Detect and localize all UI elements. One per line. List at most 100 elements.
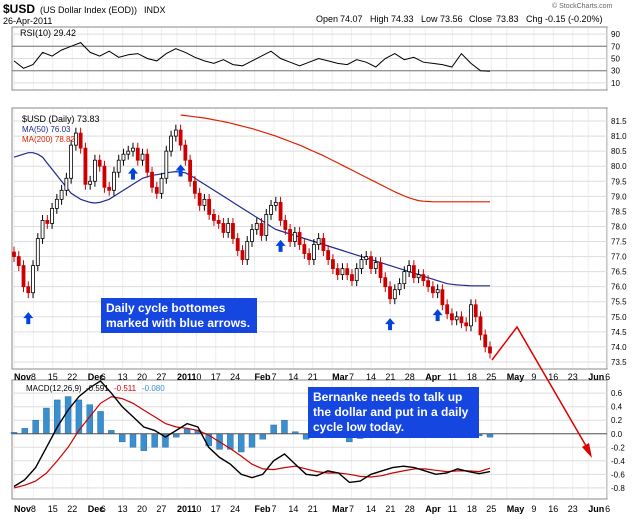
candle-body xyxy=(454,316,459,321)
candle-body xyxy=(359,259,364,270)
x-tick-label-bottom: 20 xyxy=(137,504,147,514)
macd-histogram-bar xyxy=(54,399,61,434)
macd-histogram-bar xyxy=(64,396,72,434)
x-tick-label: 7 xyxy=(349,372,354,382)
x-tick-label: 27 xyxy=(156,372,166,382)
macd-histogram-bar xyxy=(248,433,256,448)
projection-path xyxy=(491,325,590,452)
ohlc-chg-value: -0.15 (-0.20%) xyxy=(545,14,603,24)
cycle-low-arrow-icon xyxy=(175,164,186,177)
x-tick-label-bottom: 10 xyxy=(191,504,201,514)
price-tick-label: 81.0 xyxy=(611,132,627,141)
x-tick-label-bottom: 7 xyxy=(349,504,354,514)
price-tick-label: 79.0 xyxy=(611,192,627,201)
candle-body xyxy=(197,192,202,206)
macd-histogram-bar xyxy=(151,433,158,448)
x-tick-label: 13 xyxy=(118,372,128,382)
x-tick-label-bottom: 16 xyxy=(548,504,558,514)
macd-tick-label: 0.0 xyxy=(611,430,623,439)
ohlc-low-value: 73.56 xyxy=(440,14,463,24)
x-tick-label-bottom: 13 xyxy=(118,504,128,514)
rsi-tick-label: 70 xyxy=(611,42,620,51)
chart-date: 26-Apr-2011 xyxy=(3,16,52,26)
rsi-tick-label: 30 xyxy=(611,67,620,76)
x-tick-label-bottom: Feb xyxy=(255,504,272,514)
candle-body xyxy=(97,159,102,167)
copyright: © StockCharts.com xyxy=(552,2,613,10)
candle-body xyxy=(483,334,488,348)
annotation-cycle-bottoms: Daily cycle bottomes marked with blue ar… xyxy=(101,298,257,333)
x-tick-label-bottom: May xyxy=(507,504,525,514)
price-tick-label: 74.5 xyxy=(611,328,627,337)
x-tick-label-bottom: 24 xyxy=(230,504,240,514)
macd-histogram-bar xyxy=(129,433,137,448)
cycle-low-arrow-icon xyxy=(385,318,396,331)
candle-body xyxy=(12,251,16,257)
candle-body xyxy=(421,274,426,282)
candle-body xyxy=(169,135,173,152)
macd-histogram-bar xyxy=(32,420,39,434)
x-tick-label: 2011 xyxy=(177,372,197,382)
candle-body xyxy=(31,265,35,294)
x-tick-label: 18 xyxy=(467,372,477,382)
chart-symbol: $USD xyxy=(3,2,35,16)
candle-body xyxy=(183,144,188,161)
rsi-legend: RSI(10) 29.42 xyxy=(20,28,76,38)
x-tick-label: 15 xyxy=(48,372,58,382)
macd-histogram-bar xyxy=(118,433,126,443)
candle-body xyxy=(283,220,288,230)
x-tick-label-bottom: 22 xyxy=(67,504,77,514)
candle-body xyxy=(473,304,478,318)
chart-exchange: INDX xyxy=(144,5,166,15)
x-tick-label: 25 xyxy=(486,372,496,382)
annotation-bernanke: Bernanke needs to talk up the dollar and… xyxy=(308,387,479,438)
candle-body xyxy=(245,241,250,260)
macd-tick-label: 0.6 xyxy=(611,389,623,398)
candle-body xyxy=(345,268,350,276)
x-tick-label: 10 xyxy=(191,372,201,382)
candle-body xyxy=(383,277,388,288)
price-tick-label: 76.0 xyxy=(611,283,627,292)
x-tick-label-bottom: 21 xyxy=(385,504,395,514)
price-tick-label: 75.5 xyxy=(611,298,627,307)
x-tick-label: May xyxy=(507,372,525,382)
candle-body xyxy=(364,256,369,260)
x-tick-label-bottom: 27 xyxy=(156,504,166,514)
x-tick-label: Apr xyxy=(425,372,441,382)
ma50-line xyxy=(13,152,490,287)
candle-body xyxy=(178,129,183,146)
rsi-line xyxy=(13,42,491,72)
candle-body xyxy=(102,165,107,188)
candle-body xyxy=(292,232,297,242)
candle-body xyxy=(73,132,78,146)
x-tick-label-bottom: 17 xyxy=(211,504,221,514)
x-tick-label: 14 xyxy=(366,372,376,382)
rsi-tick-label: 50 xyxy=(611,55,620,64)
x-tick-label-bottom: 7 xyxy=(271,504,276,514)
x-tick-label: 6 xyxy=(101,372,106,382)
price-tick-label: 73.5 xyxy=(611,358,627,367)
candle-body xyxy=(388,286,392,300)
candle-body xyxy=(402,271,407,285)
x-tick-label: 21 xyxy=(308,372,318,382)
candle-body xyxy=(231,223,235,239)
macd-signal-line xyxy=(13,395,491,489)
candle-body xyxy=(121,153,126,161)
x-tick-label-bottom: 8 xyxy=(31,504,36,514)
ohlc-chg-label: Chg xyxy=(526,14,543,24)
x-tick-label-bottom: Jun xyxy=(588,504,604,514)
x-tick-label: Feb xyxy=(255,372,272,382)
cycle-low-arrow-icon xyxy=(128,167,138,180)
candle-body xyxy=(145,153,150,173)
candle-body xyxy=(154,186,159,194)
candle-body xyxy=(469,304,473,327)
ohlc-low-label: Low xyxy=(421,14,438,24)
macd-tick-label: 0.2 xyxy=(611,416,623,425)
ohlc-close-value: 73.83 xyxy=(496,14,519,24)
candle-body xyxy=(430,286,435,294)
candle-body xyxy=(207,198,212,215)
x-tick-label: 28 xyxy=(405,372,415,382)
candle-body xyxy=(107,186,112,191)
candle-body xyxy=(131,147,135,152)
macd-tick-label: -0.4 xyxy=(611,457,625,466)
